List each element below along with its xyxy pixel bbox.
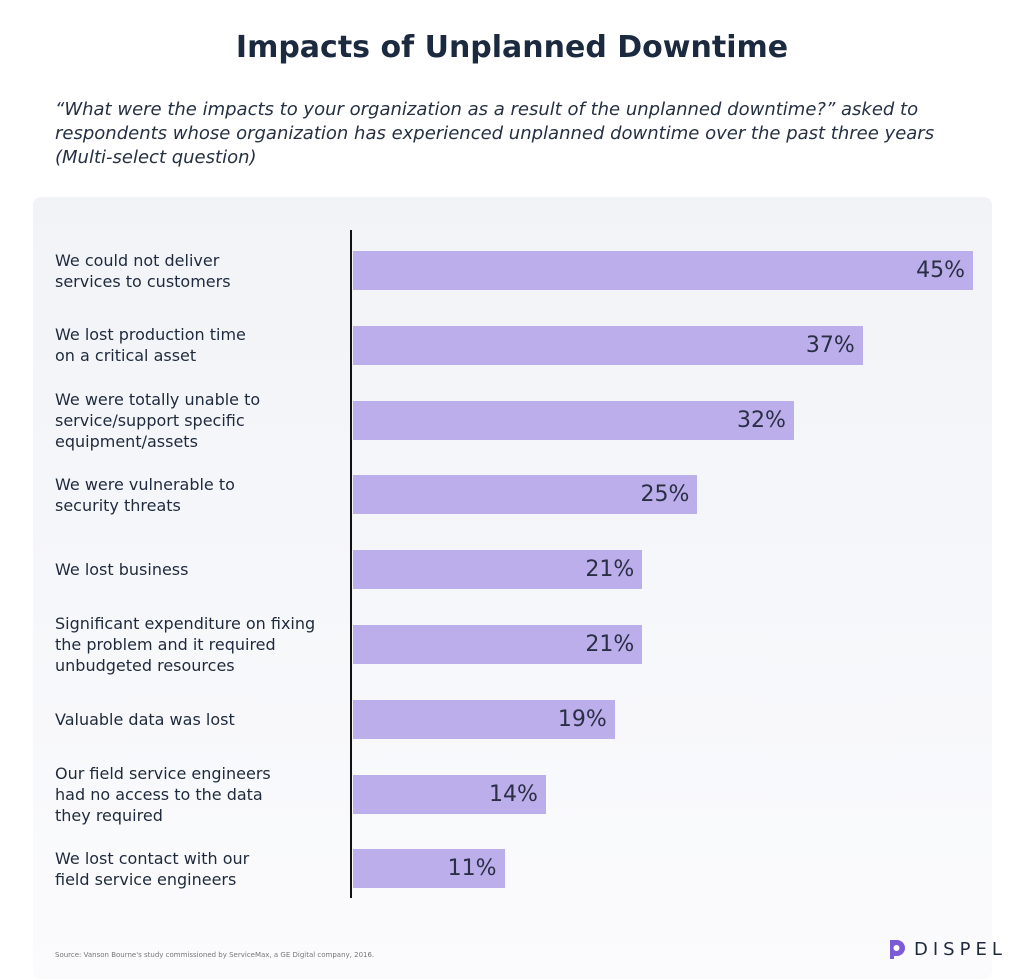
value-label: 37% — [805, 332, 855, 358]
value-label: 25% — [640, 482, 690, 508]
bar — [353, 251, 973, 290]
category-label: We lost business — [55, 560, 189, 580]
value-label: 21% — [585, 632, 635, 657]
bar — [353, 550, 643, 590]
chart-title: Impacts of Unplanned Downtime — [235, 30, 789, 65]
category-label: Our field service engineers had no acces… — [55, 763, 271, 825]
value-label: 11% — [447, 856, 497, 882]
value-label: 32% — [736, 407, 786, 433]
category-label: Valuable data was lost — [55, 709, 235, 729]
value-label: 19% — [557, 706, 607, 732]
bar — [353, 699, 615, 739]
category-label: We lost production time on a critical as… — [55, 325, 246, 366]
bar — [353, 849, 505, 889]
value-label: 21% — [585, 557, 635, 583]
category-label: We lost contact with our field service e… — [55, 848, 250, 889]
axis-line — [350, 230, 352, 898]
bar — [353, 774, 546, 814]
category-label: We were vulnerable to security threats — [55, 474, 235, 515]
bar — [353, 325, 863, 365]
logo-icon — [890, 940, 905, 959]
value-label: 45% — [916, 258, 965, 283]
bar — [353, 400, 794, 440]
category-label: We were totally unable to service/suppor… — [55, 389, 261, 451]
value-label: 14% — [488, 781, 538, 807]
category-label: We could not deliver services to custome… — [55, 250, 231, 291]
bar — [353, 625, 643, 664]
logo-text: DISPEL — [914, 938, 1007, 960]
chart-subtitle: “What were the impacts to your organizat… — [55, 99, 935, 168]
category-label: Significant expenditure on fixing the pr… — [55, 614, 316, 675]
bar — [353, 475, 698, 515]
source-note: Source: Vanson Bourne's study commission… — [55, 951, 375, 959]
logo: DISPEL — [886, 936, 1007, 962]
